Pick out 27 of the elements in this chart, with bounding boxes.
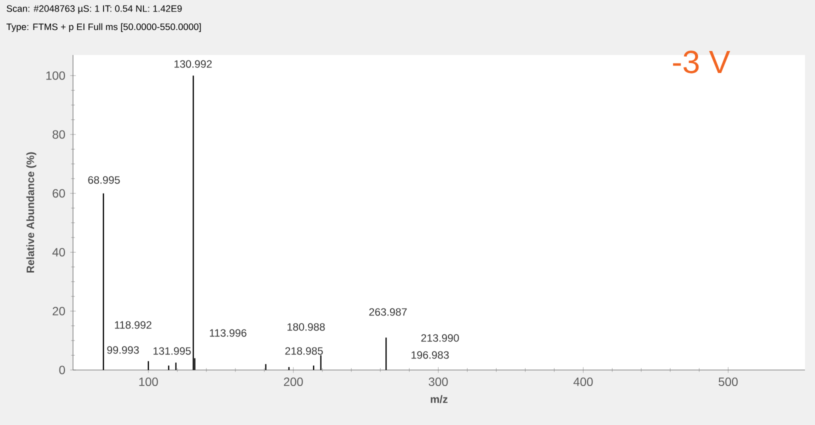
annotation: 113.996 bbox=[210, 329, 246, 337]
chart-subtitle: Type: FTMS + p EI Full ms [50.0000-550.0000] bbox=[6, 23, 201, 32]
x-tick-label: 100 bbox=[139, 378, 158, 386]
annotation: 196.983 bbox=[412, 351, 449, 359]
annotation: 68.995 bbox=[88, 176, 120, 184]
annotation: 99.993 bbox=[107, 346, 139, 354]
x-tick-label: 400 bbox=[573, 378, 593, 386]
y-tick-label: 100 bbox=[46, 71, 65, 80]
y-axis-title: Relative Abundance (%) bbox=[26, 152, 36, 273]
annotation: 131.995 bbox=[154, 347, 191, 355]
annotation: 263.987 bbox=[369, 308, 407, 316]
x-axis-title: m/z bbox=[430, 395, 448, 404]
y-tick-label: 80 bbox=[52, 130, 65, 139]
annotation: 218.985 bbox=[285, 347, 323, 355]
x-tick-label: 500 bbox=[718, 378, 738, 386]
annotation: -3 V bbox=[673, 50, 730, 74]
y-tick-label: 60 bbox=[52, 189, 65, 198]
annotation: 213.990 bbox=[421, 334, 459, 342]
annotation: 130.992 bbox=[174, 60, 212, 68]
chart-title: Scan: #2048763 µS: 1 IT: 0.54 NL: 1.42E9 bbox=[6, 5, 182, 14]
annotation: 180.988 bbox=[288, 323, 325, 331]
y-tick-label: 20 bbox=[52, 306, 65, 316]
annotation: 118.992 bbox=[114, 321, 152, 329]
x-tick-label: 300 bbox=[428, 378, 448, 386]
y-tick-label: 40 bbox=[52, 248, 65, 256]
y-tick-label: 0 bbox=[59, 366, 65, 374]
x-tick-label: 200 bbox=[284, 378, 303, 386]
